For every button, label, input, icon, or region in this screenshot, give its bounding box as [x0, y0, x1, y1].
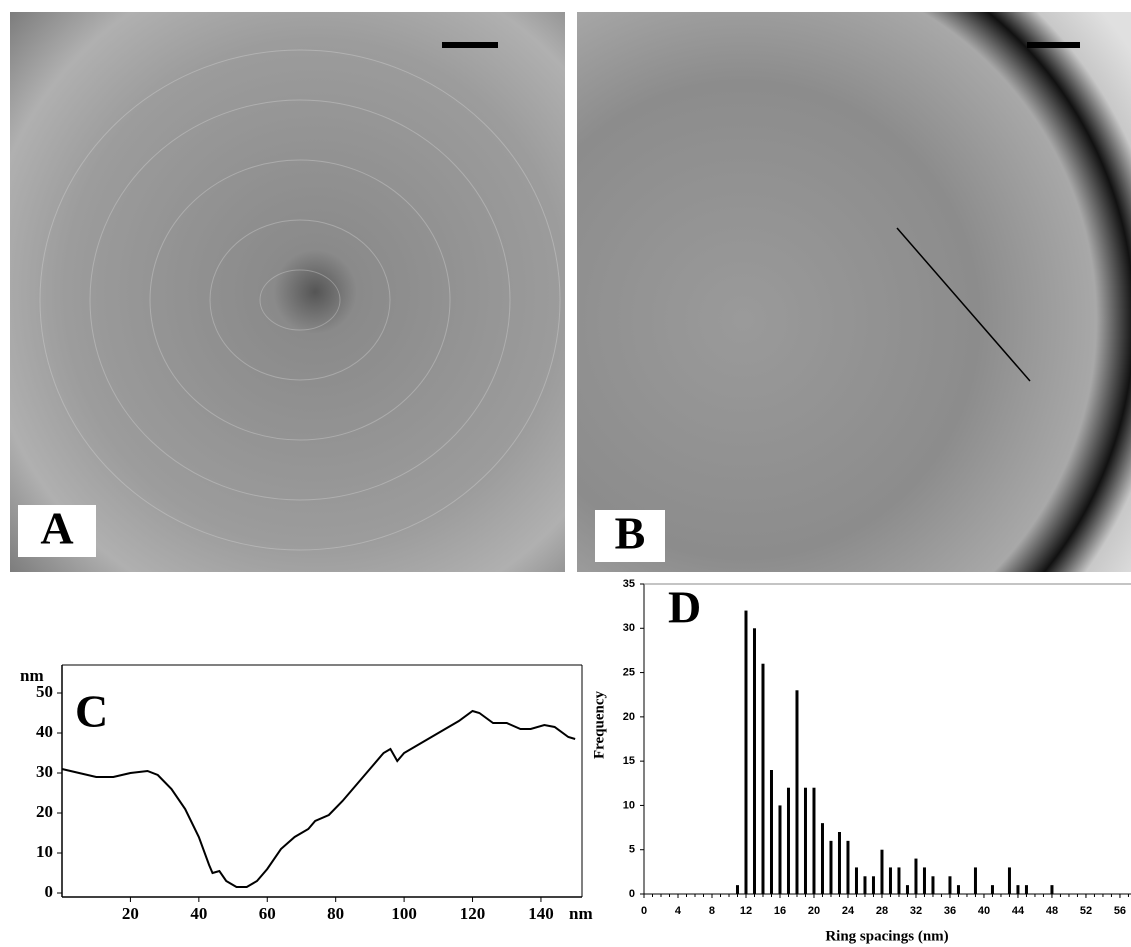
bar	[761, 663, 765, 894]
x-tick-label: 32	[910, 905, 922, 917]
y-tick-label: 5	[629, 844, 635, 856]
x-tick-label: 4	[675, 905, 682, 917]
y-axis-label: Frequency	[591, 690, 607, 759]
x-tick-label: 40	[978, 905, 990, 917]
y-tick-label: 0	[629, 888, 635, 900]
bar	[871, 876, 875, 894]
x-tick-label: 120	[460, 904, 486, 923]
bar	[752, 628, 756, 894]
bar	[897, 867, 901, 894]
x-axis-label: Ring spacings (nm)	[825, 928, 948, 944]
x-tick-label: 56	[1114, 905, 1126, 917]
x-tick-label: 16	[774, 905, 786, 917]
y-tick-label: 20	[623, 711, 635, 723]
y-tick-label: 30	[623, 622, 635, 634]
panel-label: A	[40, 503, 73, 554]
y-tick-label: 0	[45, 882, 54, 901]
bar	[1050, 885, 1054, 894]
bar	[1024, 885, 1028, 894]
x-tick-label: 24	[842, 905, 855, 917]
line	[61, 709, 576, 888]
bar	[956, 885, 960, 894]
bar	[829, 840, 833, 894]
x-tick-label: 80	[327, 904, 344, 923]
bar	[846, 840, 850, 894]
y-tick-label: 35	[623, 578, 635, 590]
x-tick-label: 28	[876, 905, 888, 917]
bar	[1007, 867, 1011, 894]
bar	[973, 867, 977, 894]
bar	[880, 849, 884, 894]
x-tick-label: 20	[122, 904, 139, 923]
bar	[769, 770, 773, 894]
x-tick-label: 12	[740, 905, 752, 917]
panel-label: B	[615, 508, 646, 559]
bar	[795, 690, 799, 894]
bar	[778, 805, 782, 894]
panel-label: D	[668, 582, 701, 633]
bar	[888, 867, 892, 894]
bar	[744, 610, 748, 894]
bar	[812, 787, 816, 894]
bar	[786, 787, 790, 894]
bar	[735, 885, 739, 894]
x-tick-label: 48	[1046, 905, 1058, 917]
bar	[905, 885, 909, 894]
y-tick-label: 10	[36, 842, 53, 861]
image-a: A	[10, 12, 565, 572]
y-unit: nm	[20, 666, 44, 685]
x-unit: nm	[569, 904, 593, 923]
x-tick-label: 8	[709, 905, 715, 917]
x-tick-label: 36	[944, 905, 956, 917]
y-tick-label: 25	[623, 666, 635, 678]
bar	[820, 823, 824, 894]
bar	[990, 885, 994, 894]
y-tick-label: 50	[36, 682, 53, 701]
panel-label: C	[75, 686, 108, 737]
bar	[948, 876, 952, 894]
bar	[922, 867, 926, 894]
bar	[931, 876, 935, 894]
bar	[803, 787, 807, 894]
y-tick-label: 20	[36, 802, 53, 821]
x-tick-label: 0	[641, 905, 647, 917]
x-tick-label: 140	[528, 904, 554, 923]
y-tick-label: 30	[36, 762, 53, 781]
bar	[1016, 885, 1020, 894]
x-tick-label: 60	[259, 904, 276, 923]
bar	[914, 858, 918, 894]
image-b: B	[577, 12, 1131, 572]
x-tick-label: 44	[1012, 905, 1025, 917]
x-tick-label: 20	[808, 905, 820, 917]
bar	[854, 867, 858, 894]
x-tick-label: 100	[391, 904, 417, 923]
y-tick-label: 40	[36, 722, 53, 741]
x-tick-label: 52	[1080, 905, 1092, 917]
bar	[863, 876, 867, 894]
x-tick-label: 40	[190, 904, 207, 923]
y-tick-label: 10	[623, 799, 635, 811]
y-tick-label: 15	[623, 755, 635, 767]
bar	[837, 832, 841, 894]
